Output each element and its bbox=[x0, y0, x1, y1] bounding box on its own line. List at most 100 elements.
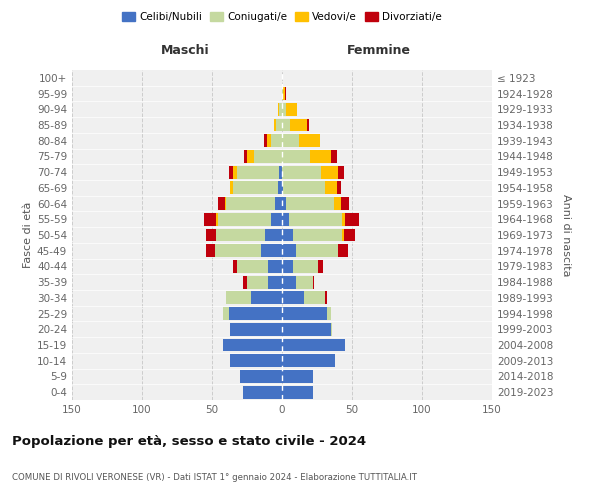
Bar bbox=[244, 150, 247, 163]
Bar bbox=[229, 166, 233, 178]
Bar bbox=[342, 213, 345, 226]
Bar bbox=[224, 197, 226, 210]
Bar bbox=[215, 244, 261, 257]
Bar bbox=[266, 134, 271, 147]
Bar bbox=[334, 197, 341, 210]
Bar bbox=[240, 370, 282, 383]
Bar bbox=[282, 276, 296, 288]
Text: Popolazione per età, sesso e stato civile - 2024: Popolazione per età, sesso e stato civil… bbox=[12, 435, 366, 448]
Bar bbox=[282, 118, 290, 132]
Bar bbox=[216, 213, 218, 226]
Bar bbox=[274, 118, 277, 132]
Bar bbox=[279, 166, 282, 178]
Bar bbox=[282, 386, 313, 398]
Bar bbox=[283, 182, 325, 194]
Bar bbox=[247, 276, 268, 288]
Bar bbox=[282, 150, 310, 163]
Bar bbox=[282, 260, 293, 273]
Bar bbox=[282, 87, 283, 100]
Bar bbox=[282, 166, 321, 178]
Bar bbox=[344, 228, 355, 241]
Bar bbox=[264, 134, 266, 147]
Text: COMUNE DI RIVOLI VERONESE (VR) - Dati ISTAT 1° gennaio 2024 - Elaborazione TUTTI: COMUNE DI RIVOLI VERONESE (VR) - Dati IS… bbox=[12, 472, 417, 482]
Bar bbox=[296, 244, 338, 257]
Bar bbox=[271, 213, 282, 226]
Bar bbox=[229, 307, 282, 320]
Bar bbox=[251, 292, 282, 304]
Bar bbox=[282, 134, 299, 147]
Bar bbox=[325, 292, 327, 304]
Bar bbox=[230, 182, 233, 194]
Bar bbox=[282, 338, 345, 351]
Bar bbox=[282, 307, 327, 320]
Bar bbox=[206, 228, 216, 241]
Bar bbox=[237, 166, 279, 178]
Bar bbox=[313, 276, 314, 288]
Bar bbox=[341, 197, 349, 210]
Bar bbox=[230, 323, 282, 336]
Bar bbox=[283, 87, 285, 100]
Bar bbox=[325, 182, 337, 194]
Bar bbox=[293, 260, 319, 273]
Bar bbox=[218, 213, 271, 226]
Bar bbox=[218, 197, 224, 210]
Bar bbox=[223, 338, 282, 351]
Bar bbox=[268, 276, 282, 288]
Bar bbox=[265, 228, 282, 241]
Legend: Celibi/Nubili, Coniugati/e, Vedovi/e, Divorziati/e: Celibi/Nubili, Coniugati/e, Vedovi/e, Di… bbox=[118, 8, 446, 26]
Bar bbox=[286, 197, 334, 210]
Bar bbox=[230, 354, 282, 367]
Bar bbox=[247, 150, 254, 163]
Bar bbox=[286, 103, 298, 116]
Bar bbox=[203, 213, 216, 226]
Bar bbox=[261, 244, 282, 257]
Bar bbox=[278, 103, 279, 116]
Bar bbox=[331, 150, 337, 163]
Bar bbox=[282, 354, 335, 367]
Text: Maschi: Maschi bbox=[161, 44, 210, 57]
Bar bbox=[243, 386, 282, 398]
Bar bbox=[282, 370, 313, 383]
Bar bbox=[338, 166, 344, 178]
Bar bbox=[331, 323, 332, 336]
Bar bbox=[282, 103, 286, 116]
Bar bbox=[338, 244, 348, 257]
Bar bbox=[237, 260, 268, 273]
Bar bbox=[282, 228, 293, 241]
Bar bbox=[290, 118, 307, 132]
Y-axis label: Fasce di età: Fasce di età bbox=[23, 202, 33, 268]
Bar bbox=[337, 182, 341, 194]
Bar bbox=[345, 213, 359, 226]
Bar bbox=[243, 276, 247, 288]
Bar bbox=[277, 118, 282, 132]
Bar bbox=[342, 228, 344, 241]
Y-axis label: Anni di nascita: Anni di nascita bbox=[560, 194, 571, 276]
Bar bbox=[278, 182, 282, 194]
Bar bbox=[223, 307, 229, 320]
Bar bbox=[254, 150, 282, 163]
Bar bbox=[271, 134, 282, 147]
Bar bbox=[282, 182, 283, 194]
Bar bbox=[233, 260, 237, 273]
Bar bbox=[285, 87, 286, 100]
Text: Femmine: Femmine bbox=[347, 44, 410, 57]
Bar bbox=[282, 244, 296, 257]
Bar bbox=[327, 307, 331, 320]
Bar bbox=[233, 182, 278, 194]
Bar bbox=[282, 213, 289, 226]
Bar bbox=[293, 228, 342, 241]
Bar bbox=[226, 292, 251, 304]
Bar bbox=[299, 134, 320, 147]
Bar bbox=[216, 228, 265, 241]
Bar bbox=[310, 150, 331, 163]
Bar bbox=[206, 244, 215, 257]
Bar bbox=[268, 260, 282, 273]
Bar bbox=[282, 197, 286, 210]
Bar bbox=[275, 197, 282, 210]
Bar bbox=[304, 292, 325, 304]
Bar bbox=[233, 166, 237, 178]
Bar bbox=[282, 292, 304, 304]
Bar bbox=[289, 213, 342, 226]
Bar bbox=[226, 197, 275, 210]
Bar bbox=[321, 166, 338, 178]
